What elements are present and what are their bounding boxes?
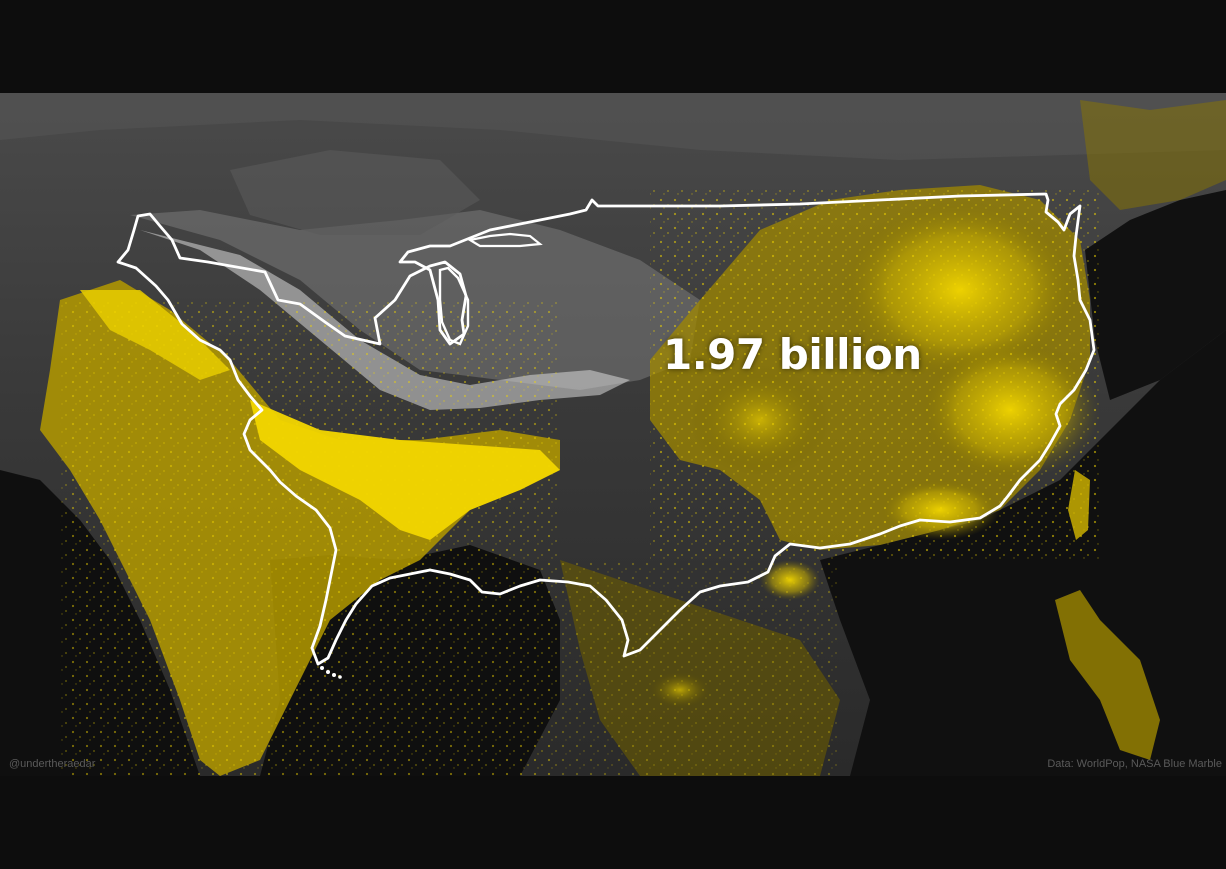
great-lake-superior (466, 232, 543, 248)
great-lake-michigan (438, 266, 470, 346)
author-credit: @undertheraedar (9, 758, 96, 770)
population-headline: 1.97 billion (663, 330, 922, 379)
population-taiwan (1068, 470, 1090, 540)
letterbox-top (0, 0, 1226, 93)
population-speckle-china (650, 190, 1100, 560)
population-speckle-india (60, 300, 560, 776)
east-china-sea (1085, 190, 1226, 400)
northern-steppe (0, 93, 1226, 160)
population-speckle-sea (560, 560, 840, 776)
himalaya-snow (140, 230, 630, 410)
tarim-basin (230, 150, 480, 235)
data-source-credit: Data: WorldPop, NASA Blue Marble (1047, 758, 1222, 770)
population-northeast (1080, 100, 1226, 210)
florida-keys (320, 666, 342, 679)
us-outline (116, 192, 1096, 666)
population-philippines (1055, 590, 1160, 760)
letterbox-bottom (0, 776, 1226, 869)
